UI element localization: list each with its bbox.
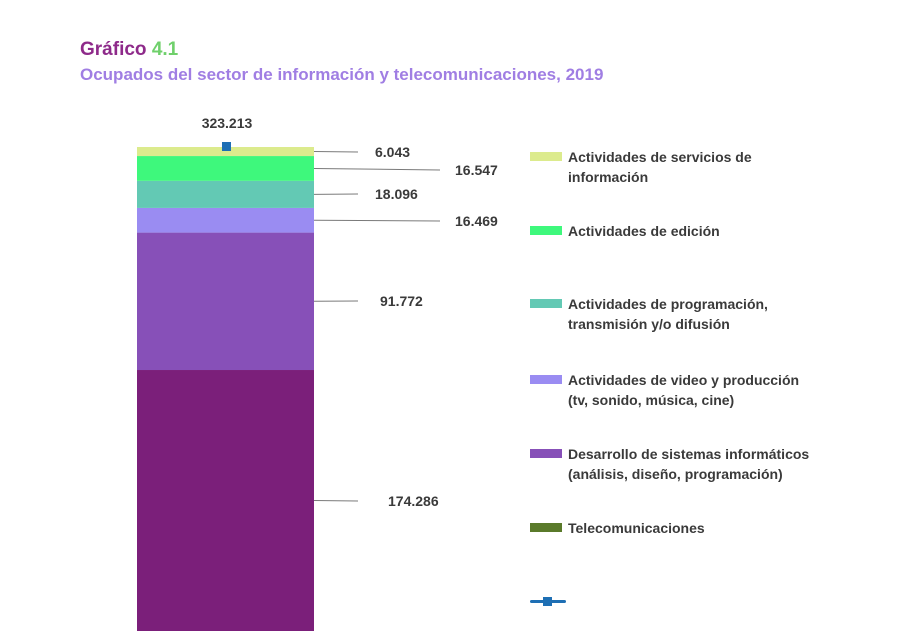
chart-title-line: Gráfico 4.1: [80, 37, 603, 63]
legend-swatch: [530, 152, 562, 161]
legend-swatch: [530, 449, 562, 458]
legend-item-desarrollo-sistemas: Desarrollo de sistemas informáticos (aná…: [530, 444, 809, 484]
leader-line: [313, 219, 441, 222]
legend-label: Desarrollo de sistemas informáticos (aná…: [568, 446, 810, 482]
bar-segment: [137, 207, 314, 233]
legend-swatch: [530, 523, 562, 532]
legend-label: Telecomunicaciones: [568, 520, 705, 536]
data-label: 174.286: [388, 493, 439, 509]
legend-item-edicion: Actividades de edición: [530, 221, 720, 241]
bar-segment: [137, 370, 314, 631]
total-label: 323.213: [202, 115, 253, 131]
legend-item-servicios-informacion: Actividades de servicios de información: [530, 147, 752, 187]
legend-total-marker-icon: [530, 596, 566, 606]
legend-swatch: [530, 226, 562, 235]
chart-title: Gráfico 4.1 Ocupados del sector de infor…: [80, 37, 603, 87]
legend-label: Actividades de programación, transmisión…: [568, 296, 768, 332]
data-label: 16.547: [455, 162, 498, 178]
legend-swatch: [530, 375, 562, 384]
legend-label: Actividades de servicios de información: [568, 149, 752, 185]
legend-swatch: [530, 299, 562, 308]
legend-label: Actividades de video y producción (tv, s…: [568, 372, 800, 408]
data-label: 6.043: [375, 144, 410, 160]
chart-subtitle: Ocupados del sector de información y tel…: [80, 65, 604, 84]
legend-item-programacion-transmision: Actividades de programación, transmisión…: [530, 294, 768, 334]
bar-segment: [137, 156, 314, 181]
bar-segment: [137, 180, 314, 208]
bar-segment: [137, 147, 314, 157]
data-label: 18.096: [375, 186, 418, 202]
bar-segment: [137, 232, 314, 371]
total-marker: [222, 142, 231, 151]
legend-item-video-produccion: Actividades de video y producción (tv, s…: [530, 370, 799, 410]
data-label: 91.772: [380, 293, 423, 309]
title-number: 4.1: [151, 39, 179, 60]
legend-label: Actividades de edición: [568, 223, 720, 239]
legend-marker-square: [543, 597, 552, 606]
legend-item-telecomunicaciones: Telecomunicaciones: [530, 518, 705, 538]
leader-line: [313, 167, 441, 171]
title-prefix: Gráfico: [80, 39, 147, 60]
chart-legend: Actividades de servicios de información …: [530, 0, 910, 644]
data-label: 16.469: [455, 213, 498, 229]
